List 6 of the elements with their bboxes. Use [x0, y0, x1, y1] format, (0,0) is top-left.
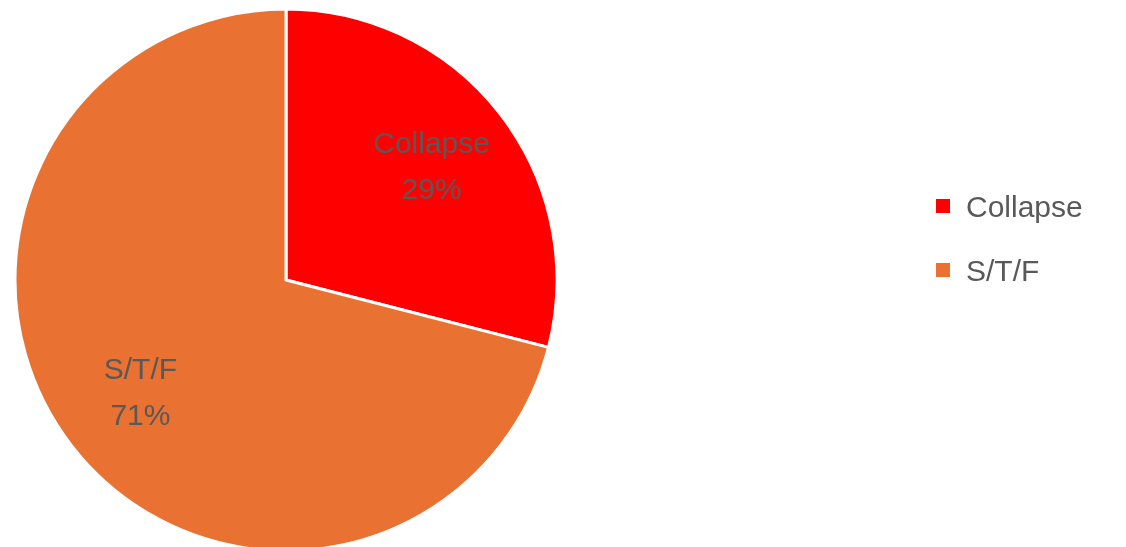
legend-label: S/T/F [966, 253, 1040, 287]
data-label: 29% [401, 172, 462, 206]
data-label: 71% [110, 397, 171, 431]
slice-label: S/T/F [103, 351, 178, 385]
slice-label: Collapse [373, 126, 490, 160]
legend-label: Collapse [966, 189, 1083, 223]
